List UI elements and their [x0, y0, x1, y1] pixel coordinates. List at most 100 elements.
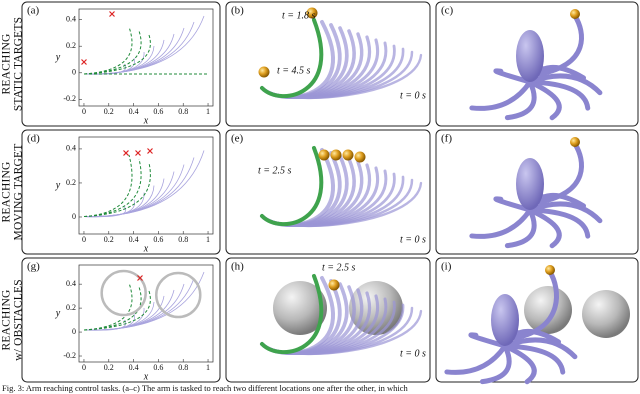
target-marker	[137, 275, 143, 281]
row-label: STATIC TARGETS	[13, 17, 25, 111]
trajectory	[83, 171, 175, 217]
row-label: REACHING	[1, 33, 13, 94]
x-axis-label: x	[143, 243, 149, 254]
trajectory	[83, 295, 165, 331]
x-tick-label: 0.8	[178, 235, 188, 244]
panel-frame	[21, 257, 221, 383]
annotation: t = 0 s	[400, 348, 426, 359]
trajectory-ref	[83, 282, 133, 331]
target-sphere	[330, 149, 342, 161]
trajectory	[83, 33, 175, 75]
trajectory-ref	[83, 158, 142, 218]
x-tick-label: 0.6	[153, 363, 163, 372]
y-tick-label: 0.2	[66, 41, 76, 50]
y-axis-label: y	[55, 308, 61, 319]
trajectory-ref	[83, 34, 151, 75]
x-tick-label: 0.6	[153, 107, 163, 116]
target-sphere	[545, 265, 555, 275]
panel-frame	[21, 1, 221, 127]
y-tick-label: 0	[72, 327, 76, 336]
x-tick-label: 1	[206, 363, 210, 372]
row-label: REACHING	[1, 289, 13, 350]
y-tick-label: -0.2	[63, 351, 76, 360]
x-tick-label: 0.4	[129, 235, 139, 244]
tentacle	[537, 141, 585, 205]
target-sphere	[570, 137, 580, 147]
trajectory	[83, 185, 155, 217]
y-tick-label: 0.2	[66, 178, 76, 187]
obstacle-sphere	[582, 290, 630, 338]
y-axis-label: y	[55, 180, 61, 191]
target-sphere	[342, 149, 354, 161]
tentacle	[469, 207, 533, 239]
tentacle	[502, 343, 566, 375]
trajectory	[83, 199, 135, 218]
obstacle	[155, 271, 202, 319]
y-tick-label: 0.4	[66, 14, 76, 23]
x-tick-label: 0	[82, 107, 86, 116]
arm	[260, 146, 324, 226]
obstacle-sphere	[524, 286, 572, 334]
y-tick-label: 0.2	[66, 303, 76, 312]
trajectory	[83, 39, 165, 75]
target-sphere	[306, 7, 318, 19]
target-sphere	[318, 149, 330, 161]
x-tick-label: 0.2	[104, 107, 114, 116]
target-marker	[81, 59, 87, 65]
arm	[260, 274, 324, 354]
target-sphere	[258, 66, 270, 78]
tentacle	[504, 207, 537, 249]
trajectory-ref	[83, 290, 151, 331]
x-tick-label: 0	[82, 235, 86, 244]
panel-label: (g)	[27, 261, 40, 273]
panel-frame	[225, 1, 431, 127]
target-marker	[109, 11, 115, 17]
axes-box	[78, 136, 214, 235]
trajectory-ref	[83, 286, 142, 331]
trajectory	[83, 164, 185, 217]
tentacle	[527, 79, 591, 111]
panel-label: (i)	[441, 261, 452, 273]
x-tick-label: 0.2	[104, 235, 114, 244]
tentacle	[469, 79, 533, 111]
x-tick-label: 0.4	[129, 363, 139, 372]
target-marker	[147, 148, 153, 154]
target-sphere	[328, 279, 340, 291]
row-label: w/ OBSTACLES	[13, 279, 25, 361]
x-tick-label: 1	[206, 235, 210, 244]
x-tick-label: 1	[206, 107, 210, 116]
x-axis-label: x	[143, 371, 149, 382]
axes-box	[78, 264, 214, 363]
tentacle	[527, 73, 603, 96]
panel-label: (d)	[27, 133, 40, 145]
row-label: REACHING	[1, 161, 13, 222]
obstacle-sphere	[273, 281, 327, 335]
tentacle	[504, 79, 537, 121]
panel-frame	[435, 129, 639, 255]
trajectory	[83, 150, 205, 217]
row-label: MOVING TARGET	[13, 144, 25, 241]
tentacle	[493, 68, 533, 85]
panel-frame	[21, 129, 221, 255]
tentacle	[502, 337, 578, 360]
trajectory	[83, 178, 165, 217]
trajectory-ref	[83, 26, 133, 75]
annotation: t = 0 s	[400, 90, 426, 101]
x-tick-label: 0.8	[178, 107, 188, 116]
target-marker	[135, 150, 141, 156]
body	[516, 158, 544, 210]
body	[516, 30, 544, 82]
x-axis-label: x	[143, 115, 149, 126]
y-tick-label: 0.4	[66, 144, 76, 153]
y-tick-label: 0	[72, 68, 76, 77]
tentacle	[527, 207, 562, 249]
trajectory-ref	[83, 30, 142, 75]
panel-label: (c)	[441, 5, 454, 17]
panel-frame	[225, 257, 431, 383]
panel-label: (e)	[231, 133, 244, 145]
tentacle	[493, 196, 533, 213]
annotation: t = 1.8 s	[282, 10, 316, 21]
panel-frame	[435, 257, 639, 383]
axes-box	[78, 8, 214, 107]
y-axis-label: y	[55, 52, 61, 63]
